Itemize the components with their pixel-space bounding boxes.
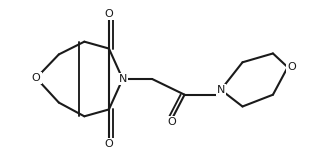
Text: O: O — [32, 73, 41, 83]
Text: O: O — [105, 139, 113, 149]
Text: O: O — [287, 62, 296, 72]
Text: O: O — [167, 117, 176, 127]
Text: O: O — [105, 9, 113, 19]
Text: N: N — [217, 85, 225, 95]
Text: N: N — [118, 74, 127, 84]
